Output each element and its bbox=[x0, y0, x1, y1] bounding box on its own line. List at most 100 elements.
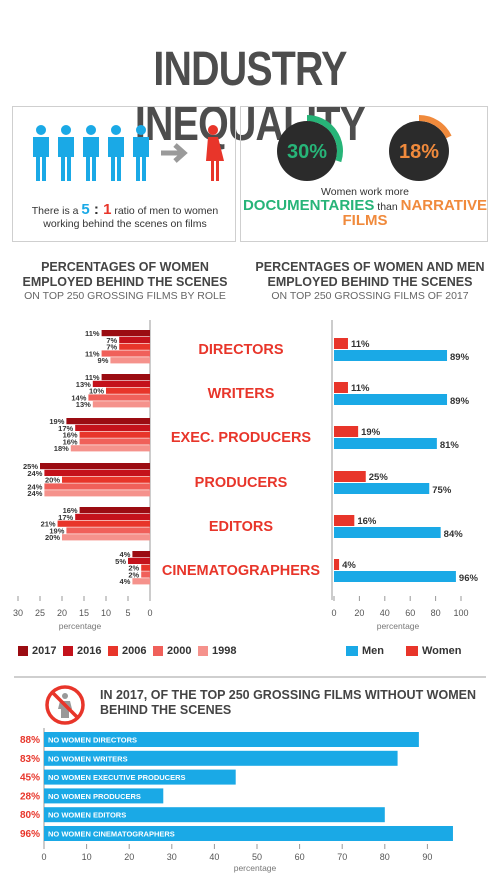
left-bar bbox=[119, 343, 150, 350]
ratio-men: 5 bbox=[81, 201, 90, 218]
left-bar bbox=[101, 350, 150, 357]
left-bar-label: 2% bbox=[128, 564, 139, 573]
left-bar-label: 25% bbox=[23, 462, 38, 471]
bottom-bar-label: NO WOMEN PRODUCERS bbox=[48, 792, 141, 801]
bottom-bar-label: NO WOMEN DIRECTORS bbox=[48, 736, 137, 745]
ratio-figures bbox=[33, 125, 224, 181]
bottom-tick-label: 80 bbox=[380, 852, 390, 862]
narrative-label: NARRATIVE FILMS bbox=[342, 197, 488, 229]
women-bar bbox=[334, 559, 340, 570]
documentary-donut-label: 30% bbox=[287, 141, 327, 163]
left-bar bbox=[79, 438, 150, 445]
left-bar-label: 4% bbox=[120, 577, 131, 586]
legend-item: Women bbox=[406, 645, 462, 657]
documentary-donut-arc bbox=[306, 115, 343, 163]
bottom-value-label: 28% bbox=[20, 791, 40, 802]
men-bar-label: 75% bbox=[432, 485, 452, 496]
bottom-value-label: 96% bbox=[20, 829, 40, 840]
right-chart-subtitle: ON TOP 250 GROSSING FILMS OF 2017 bbox=[271, 290, 469, 302]
left-tick-label: 15 bbox=[79, 608, 89, 618]
right-tick-label: 100 bbox=[453, 608, 468, 618]
arrow-icon bbox=[161, 143, 188, 163]
men-bar bbox=[334, 350, 448, 361]
bottom-tick-label: 10 bbox=[82, 852, 92, 862]
documentary-panel: 30% 18% Women work more DOCUMENTARIES tha… bbox=[240, 106, 488, 242]
bottom-tick-label: 70 bbox=[337, 852, 347, 862]
donut-charts: 30% 18% bbox=[277, 115, 452, 181]
left-bar bbox=[132, 578, 150, 585]
left-bar-label: 14% bbox=[71, 393, 86, 402]
bottom-bar-label: NO WOMEN EDITORS bbox=[48, 811, 126, 820]
left-bar bbox=[44, 469, 150, 476]
left-bar bbox=[141, 564, 150, 571]
left-bar-label: 19% bbox=[49, 417, 64, 426]
left-bar bbox=[66, 418, 150, 425]
left-chart-subtitle: ON TOP 250 GROSSING FILMS BY ROLE bbox=[24, 290, 226, 302]
category-label: CINEMATOGRAPHERS bbox=[162, 563, 320, 579]
bottom-bar-label: NO WOMEN EXECUTIVE PRODUCERS bbox=[48, 773, 186, 782]
ratio-panel: There is a 5 : 1 ratio of men to women w… bbox=[12, 106, 236, 242]
left-bar-label: 16% bbox=[63, 437, 78, 446]
bottom-bar bbox=[44, 826, 453, 841]
left-bar-label: 4% bbox=[120, 550, 131, 559]
left-bar-label: 9% bbox=[98, 356, 109, 365]
left-bar-label: 11% bbox=[85, 349, 100, 358]
legend-label: 1998 bbox=[212, 645, 237, 657]
bottom-tick-label: 60 bbox=[295, 852, 305, 862]
documentary-donut: 30% bbox=[277, 115, 343, 181]
left-bar-label: 18% bbox=[54, 444, 69, 453]
bottom-bar bbox=[44, 769, 236, 785]
right-tick-label: 80 bbox=[431, 608, 441, 618]
left-bar bbox=[75, 424, 150, 431]
bottom-tick-label: 40 bbox=[209, 852, 219, 862]
left-bar bbox=[70, 445, 150, 452]
ratio-women: 1 bbox=[103, 201, 112, 218]
left-bar-label: 5% bbox=[115, 557, 126, 566]
left-bar bbox=[75, 513, 150, 520]
left-bar bbox=[106, 387, 150, 394]
legend-label: 2006 bbox=[122, 645, 147, 657]
left-bar-label: 17% bbox=[58, 424, 73, 433]
legend-item: 1998 bbox=[198, 645, 236, 657]
ratio-text-before: There is a bbox=[31, 205, 82, 217]
left-bar bbox=[101, 374, 150, 381]
left-bar-label: 7% bbox=[106, 336, 117, 345]
left-bar bbox=[132, 551, 150, 558]
ratio-text: There is a 5 : 1 ratio of men to women w… bbox=[13, 201, 237, 231]
women-bar-label: 4% bbox=[342, 560, 356, 571]
ratio-text-line2: working behind the scenes on films bbox=[43, 218, 207, 230]
men-bar-label: 96% bbox=[459, 573, 479, 584]
women-bar bbox=[334, 426, 359, 437]
left-bar bbox=[128, 557, 150, 564]
left-bar bbox=[79, 431, 150, 438]
bottom-xlabel: percentage bbox=[234, 863, 277, 873]
left-bar-label: 11% bbox=[85, 373, 100, 382]
left-bar-label: 24% bbox=[27, 489, 42, 498]
legend-swatch bbox=[406, 646, 418, 656]
right-tick-label: 40 bbox=[380, 608, 390, 618]
man-icon bbox=[133, 125, 149, 181]
women-bar bbox=[334, 382, 348, 393]
bottom-bar bbox=[44, 732, 419, 747]
men-bar-label: 81% bbox=[440, 440, 460, 451]
left-bar-label: 16% bbox=[63, 431, 78, 440]
men-bar bbox=[334, 571, 456, 582]
documentary-line1: Women work more bbox=[321, 186, 409, 198]
left-bar-label: 19% bbox=[49, 526, 64, 535]
left-bar bbox=[44, 483, 150, 490]
left-bar bbox=[92, 401, 150, 408]
left-tick-label: 30 bbox=[13, 608, 23, 618]
bottom-chart: 88% NO WOMEN DIRECTORS 83% NO WOMEN WRITERS… bbox=[20, 728, 453, 873]
left-bar-label: 7% bbox=[106, 343, 117, 352]
women-bar-label: 11% bbox=[351, 339, 370, 350]
documentaries-label: DOCUMENTARIES bbox=[242, 197, 375, 214]
left-tick-label: 25 bbox=[35, 608, 45, 618]
bottom-tick-label: 50 bbox=[252, 852, 262, 862]
left-bar bbox=[62, 476, 150, 483]
man-icon bbox=[108, 125, 124, 181]
bottom-value-label: 45% bbox=[20, 773, 40, 784]
left-bar-label: 17% bbox=[58, 513, 73, 522]
bottom-tick-label: 90 bbox=[422, 852, 432, 862]
bottom-value-label: 80% bbox=[20, 810, 40, 821]
legend-item: 2017 bbox=[18, 645, 56, 657]
